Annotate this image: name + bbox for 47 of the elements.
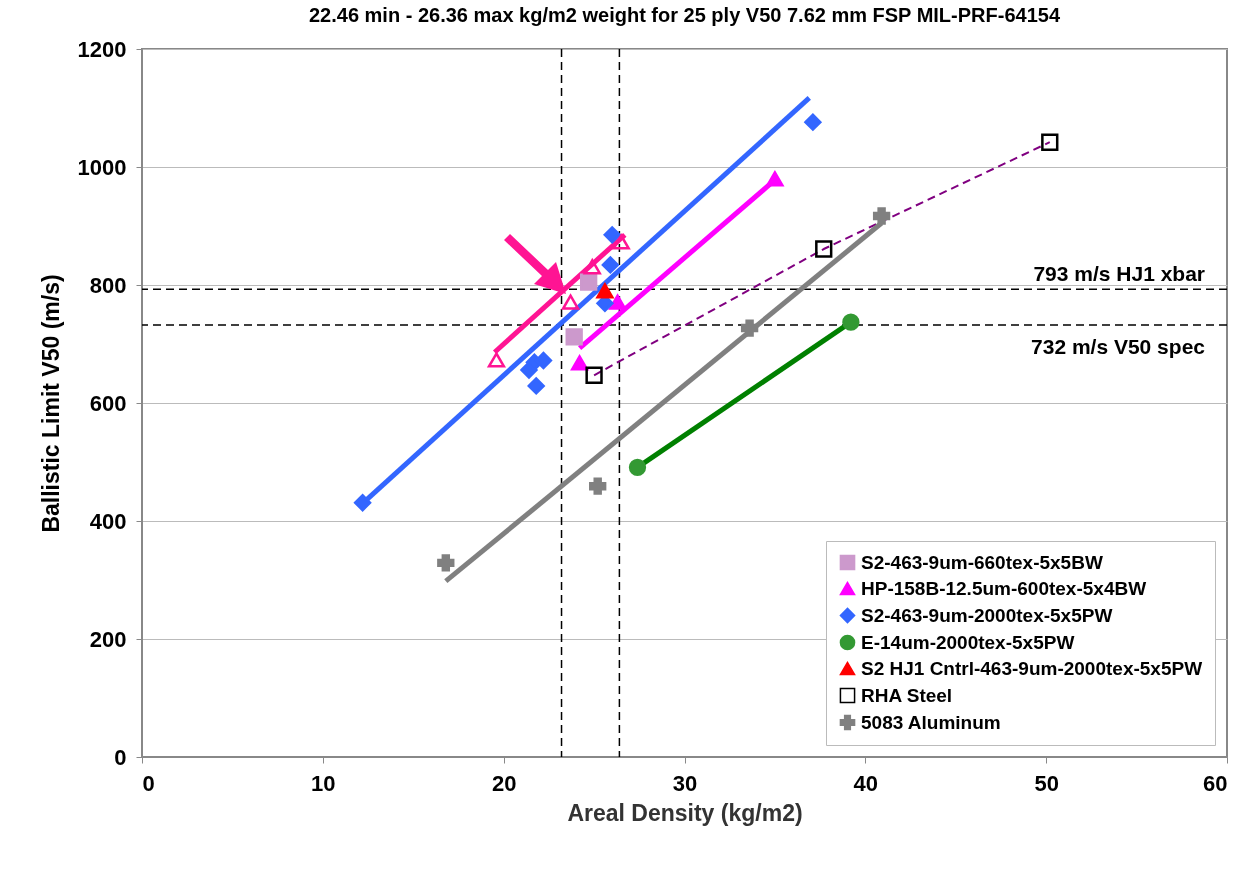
legend-label: 5083 Aluminum (861, 711, 1001, 733)
y-tick-label: 200 (89, 626, 127, 652)
point (487, 352, 506, 368)
legend-label: S2 HJ1 Cntrl-463-9um-2000tex-5x5PW (861, 657, 1203, 679)
y-tick-label: 800 (89, 272, 127, 298)
point (766, 171, 784, 187)
point (579, 273, 598, 291)
point (565, 328, 583, 346)
point (527, 377, 545, 395)
point (842, 313, 860, 331)
x-tick-label: 10 (311, 770, 336, 796)
legend-label: S2-463-9um-660tex-5x5BW (861, 551, 1103, 573)
point (596, 283, 614, 299)
y-tick-label: 1200 (77, 36, 127, 62)
ref-line-label: 793 m/s HJ1 xbar (1033, 262, 1205, 286)
y-tick-label: 1000 (77, 154, 127, 180)
ref-line-label: 732 m/s V50 spec (1031, 335, 1206, 359)
point (437, 554, 455, 572)
y-tick-label: 400 (89, 508, 127, 534)
point (561, 294, 580, 310)
legend-label: S2-463-9um-2000tex-5x5PW (861, 604, 1113, 626)
x-tick-label: 30 (672, 770, 698, 796)
point (804, 113, 822, 131)
point (612, 234, 630, 250)
point (583, 259, 601, 275)
x-tick-label: 0 (142, 770, 155, 796)
legend-label: E-14um-2000tex-5x5PW (861, 631, 1075, 653)
y-tick-label: 600 (89, 390, 127, 416)
x-tick-label: 20 (491, 770, 517, 796)
x-tick-label: 50 (1034, 770, 1059, 796)
legend-label: HP-158B-12.5um-600tex-5x4BW (861, 577, 1147, 599)
point (608, 294, 627, 310)
legend-label: RHA Steel (861, 684, 953, 706)
x-tick-label: 40 (853, 770, 879, 796)
point (601, 256, 620, 274)
point (603, 226, 621, 244)
y-axis-title: Ballistic Limit V50 (m/s) (37, 274, 64, 533)
chart-title: 22.46 min - 26.36 max kg/m2 weight for 25 ply V50 7.62 mm FSP MIL-PRF-64154 (308, 4, 1061, 26)
point (740, 319, 759, 337)
point (628, 458, 647, 476)
y-tick-label: 0 (114, 744, 127, 770)
point (872, 207, 891, 225)
x-tick-label: 60 (1203, 770, 1228, 796)
point (589, 477, 607, 495)
point (353, 494, 372, 512)
x-axis-title: Areal Density (kg/m2) (567, 799, 803, 826)
point (570, 355, 589, 371)
